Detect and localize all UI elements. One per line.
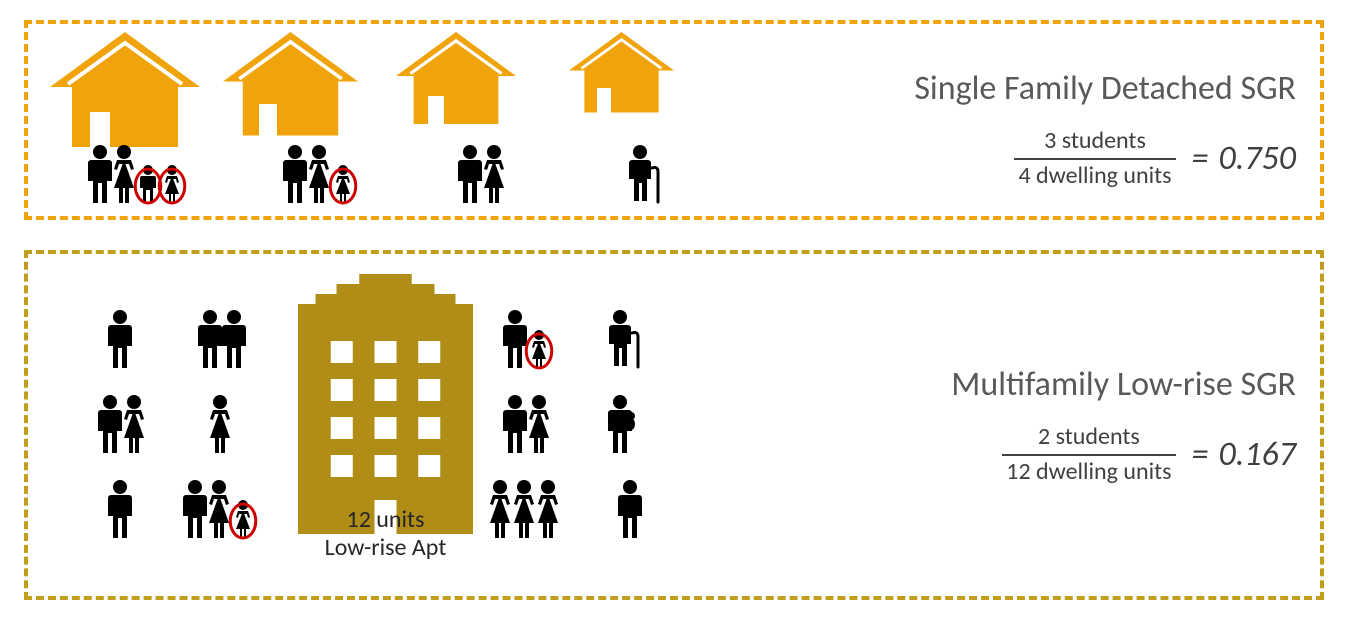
panel-multifamily: 12 units Low-rise Apt Multifamily Low-ri… bbox=[24, 250, 1324, 600]
panel-single-family: Single Family Detached SGR 3 students 4 … bbox=[24, 20, 1324, 220]
fraction: 2 students 12 dwelling units bbox=[1002, 423, 1175, 487]
single-family-text-block: Single Family Detached SGR 3 students 4 … bbox=[914, 68, 1296, 191]
multifamily-formula: 2 students 12 dwelling units = 0.167 bbox=[951, 423, 1296, 487]
multifamily-text-block: Multifamily Low-rise SGR 2 students 12 d… bbox=[951, 364, 1296, 487]
single-family-formula: 3 students 4 dwelling units = 0.750 bbox=[914, 127, 1296, 191]
numerator: 3 students bbox=[1040, 127, 1150, 158]
equals-sign: = bbox=[1192, 138, 1209, 179]
numerator: 2 students bbox=[1034, 423, 1144, 454]
canvas: Single Family Detached SGR 3 students 4 … bbox=[0, 0, 1348, 630]
apartment-label: 12 units Low-rise Apt bbox=[306, 506, 466, 561]
equals-sign: = bbox=[1192, 434, 1209, 475]
apartment-sub-text: Low-rise Apt bbox=[306, 534, 466, 562]
result: 0.167 bbox=[1218, 434, 1296, 475]
denominator: 4 dwelling units bbox=[1014, 158, 1175, 191]
multifamily-title: Multifamily Low-rise SGR bbox=[951, 364, 1296, 405]
denominator: 12 dwelling units bbox=[1002, 454, 1175, 487]
single-family-title: Single Family Detached SGR bbox=[914, 68, 1296, 109]
result: 0.750 bbox=[1218, 138, 1296, 179]
fraction: 3 students 4 dwelling units bbox=[1014, 127, 1175, 191]
apartment-units-text: 12 units bbox=[306, 506, 466, 534]
